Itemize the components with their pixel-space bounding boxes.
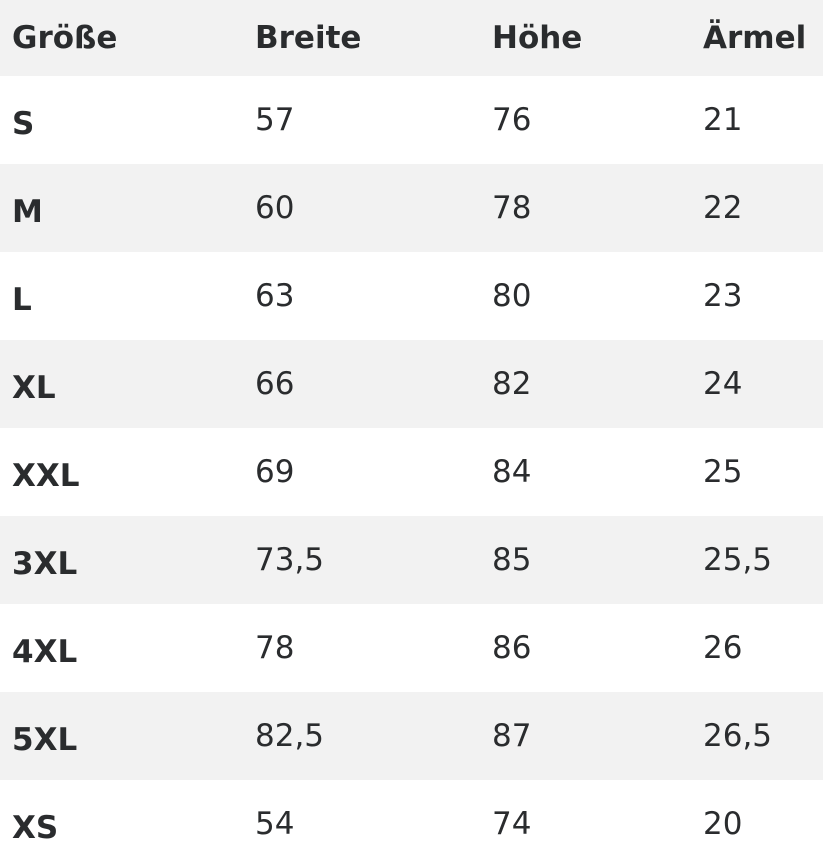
cell-sleeve: 21: [703, 102, 743, 138]
cell-width: 54: [255, 806, 295, 842]
header-width: Breite: [255, 20, 362, 56]
cell-height: 82: [492, 366, 532, 402]
cell-sleeve: 20: [703, 806, 743, 842]
cell-height: 86: [492, 630, 532, 666]
cell-size: 3XL: [12, 546, 78, 582]
cell-width: 73,5: [255, 542, 325, 578]
cell-width: 78: [255, 630, 295, 666]
header-height: Höhe: [492, 20, 583, 56]
cell-sleeve: 26: [703, 630, 743, 666]
table-row: 5XL 82,5 87 26,5: [0, 692, 823, 780]
cell-sleeve: 24: [703, 366, 743, 402]
header-sleeve: Ärmel: [703, 20, 807, 56]
table-row: S 57 76 21: [0, 76, 823, 164]
cell-width: 66: [255, 366, 295, 402]
cell-size: M: [12, 194, 43, 230]
cell-size: 5XL: [12, 722, 78, 758]
cell-width: 57: [255, 102, 295, 138]
table-row: M 60 78 22: [0, 164, 823, 252]
cell-sleeve: 23: [703, 278, 743, 314]
cell-size: XS: [12, 810, 59, 846]
cell-sleeve: 25: [703, 454, 743, 490]
cell-width: 63: [255, 278, 295, 314]
table-row: XL 66 82 24: [0, 340, 823, 428]
cell-sleeve: 22: [703, 190, 743, 226]
cell-height: 84: [492, 454, 532, 490]
table-row: XXL 69 84 25: [0, 428, 823, 516]
cell-height: 74: [492, 806, 532, 842]
cell-size: XXL: [12, 458, 80, 494]
cell-size: XL: [12, 370, 56, 406]
header-size: Größe: [12, 20, 118, 56]
cell-size: S: [12, 106, 35, 142]
table-row: XS 54 74 20: [0, 780, 823, 868]
cell-width: 60: [255, 190, 295, 226]
cell-sleeve: 26,5: [703, 718, 773, 754]
table-row: 3XL 73,5 85 25,5: [0, 516, 823, 604]
cell-height: 78: [492, 190, 532, 226]
cell-width: 82,5: [255, 718, 325, 754]
cell-height: 85: [492, 542, 532, 578]
cell-sleeve: 25,5: [703, 542, 773, 578]
cell-size: 4XL: [12, 634, 78, 670]
header-row: Größe Breite Höhe Ärmel: [0, 0, 823, 76]
cell-width: 69: [255, 454, 295, 490]
cell-height: 87: [492, 718, 532, 754]
table-row: L 63 80 23: [0, 252, 823, 340]
cell-height: 76: [492, 102, 532, 138]
cell-size: L: [12, 282, 32, 318]
table-row: 4XL 78 86 26: [0, 604, 823, 692]
cell-height: 80: [492, 278, 532, 314]
